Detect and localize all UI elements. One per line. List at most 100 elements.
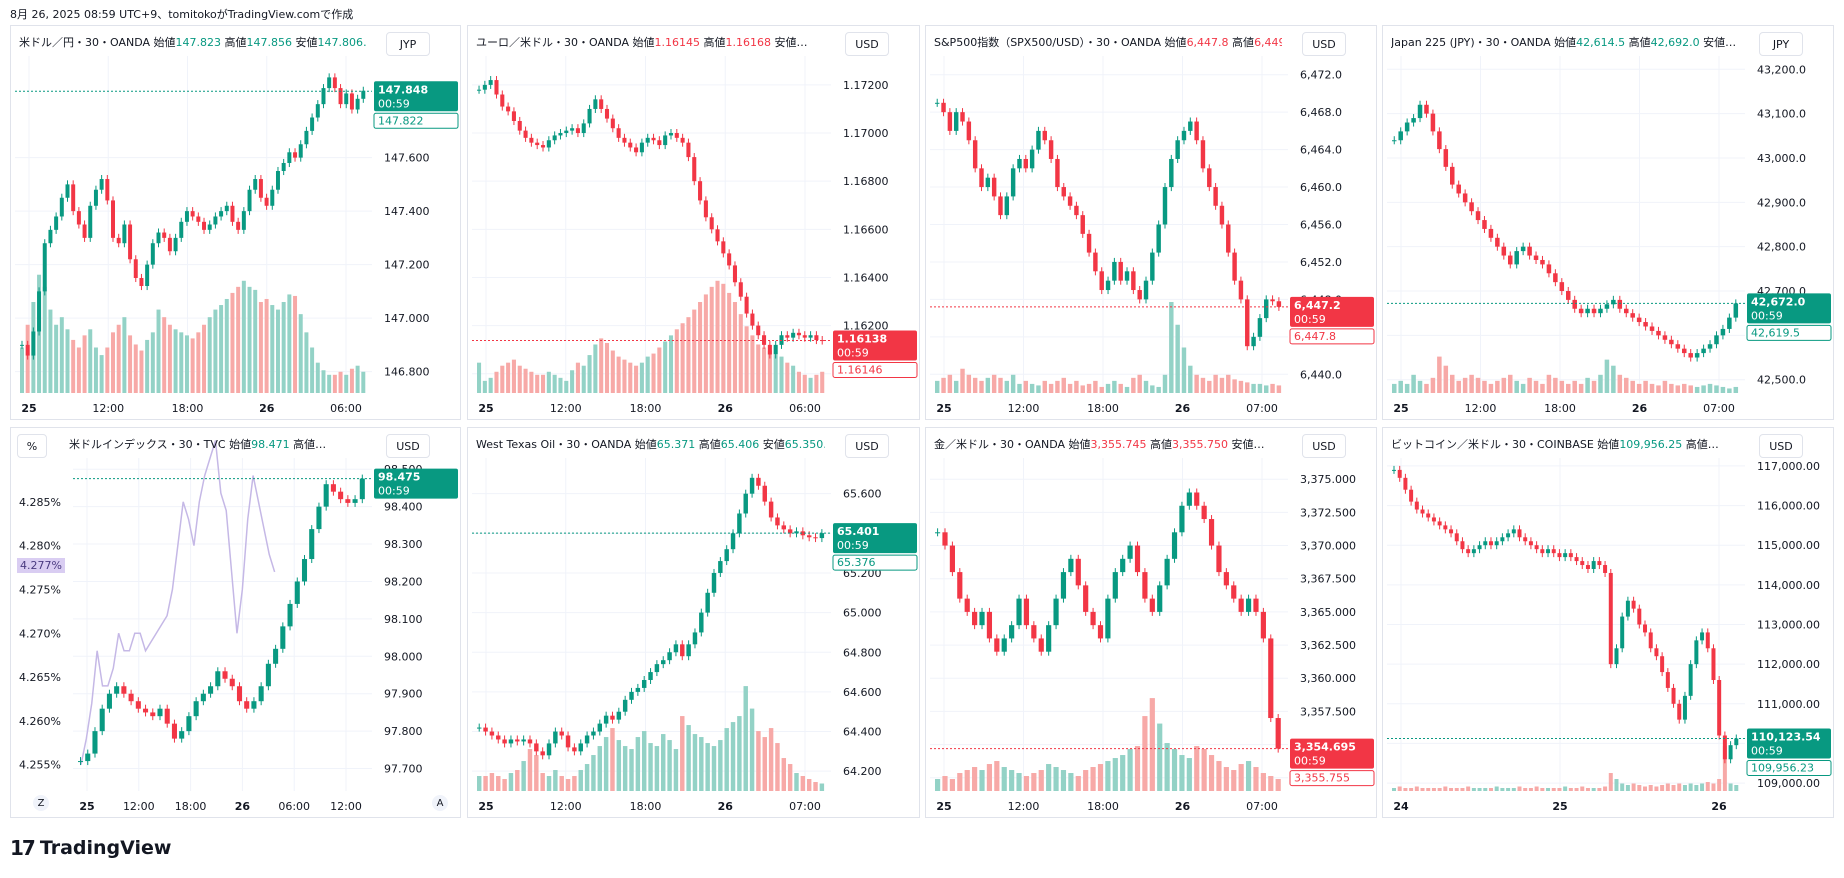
x-tick-label: 06:00 [330, 402, 362, 415]
legend-part: 安値… [1699, 36, 1737, 49]
left-tick-label: 4.260% [19, 715, 61, 728]
candle-body [1700, 632, 1705, 641]
volume-bar [941, 377, 946, 393]
candle-body [1112, 572, 1118, 599]
volume-bar [310, 347, 315, 393]
currency-button[interactable]: USD [845, 32, 889, 56]
legend-part: 109,956.25 [1619, 438, 1683, 451]
zoom-toggle[interactable]: Z [33, 795, 49, 811]
candle-body [718, 561, 723, 573]
price-badge-countdown: 00:59 [1751, 309, 1783, 322]
candle-body [1124, 271, 1130, 281]
volume-bar [1055, 380, 1060, 393]
candle-body [145, 264, 150, 287]
volume-bar [281, 302, 286, 393]
candle-body [230, 205, 235, 222]
chart-canvas[interactable]: 3,375.000 3,372.500 3,370.000 3,367.500 3,36… [926, 428, 1377, 818]
chart-canvas[interactable]: 98.50098.40098.30098.20098.10098.00097.9… [11, 428, 461, 818]
symbol-legend[interactable]: ビットコイン／米ドル・30・COINBASE 始値109,956.25 高値… [1391, 438, 1739, 452]
chart-panel[interactable]: 6,472.0 6,468.0 6,464.0 6,460.0 6,456.0 6,452… [925, 25, 1377, 420]
candle-body [1142, 572, 1148, 599]
volume-bar [1238, 764, 1244, 791]
symbol-legend[interactable]: West Texas Oil・30・OANDA 始値65.371 高値65.40… [476, 438, 825, 452]
symbol-legend[interactable]: ユーロ／米ドル・30・OANDA 始値1.16145 高値1.16168 安値… [476, 36, 825, 50]
candle-body [309, 529, 315, 560]
volume-bar [1162, 374, 1168, 393]
volume-bar [1016, 773, 1022, 791]
currency-button[interactable]: USD [845, 434, 889, 458]
candle-body [506, 106, 511, 112]
candle-body [1648, 632, 1653, 649]
x-tick-label: 06:00 [278, 800, 310, 813]
candle-body [1253, 598, 1259, 612]
y-tick-label: 6,440.0 [1300, 368, 1342, 381]
volume-bar [241, 280, 246, 393]
candle-body [540, 145, 546, 148]
candle-body [535, 142, 540, 146]
volume-bar [1694, 386, 1700, 393]
currency-button[interactable]: USD [386, 434, 430, 458]
volume-bar [111, 332, 115, 393]
y-tick-label: 64.800 [843, 646, 882, 659]
volume-bar [699, 737, 704, 791]
chart-canvas[interactable]: 1.17200 1.17000 1.16800 1.16600 1.16400 1.162… [468, 26, 920, 420]
chart-canvas[interactable]: 43,200.0 43,100.0 43,000.0 42,900.0 42,800.0… [1383, 26, 1834, 420]
volume-bar [773, 355, 778, 393]
currency-button[interactable]: USD [1759, 434, 1803, 458]
y-tick-label: 111,000.00 [1757, 698, 1820, 711]
volume-bar [800, 776, 806, 791]
chart-panel[interactable]: 65.60065.40065.20065.00064.80064.60064.4… [467, 427, 920, 818]
candle-body [578, 743, 583, 752]
currency-button[interactable]: USD [1302, 434, 1346, 458]
volume-bar [1075, 776, 1081, 791]
currency-button[interactable]: USD [1302, 32, 1346, 56]
volume-bar [1061, 377, 1066, 393]
volume-bar [570, 370, 575, 393]
candle-body [128, 693, 134, 702]
volume-bar [559, 776, 564, 791]
currency-button[interactable]: JPY [1759, 32, 1803, 56]
candle-body [1016, 598, 1022, 626]
chart-panel[interactable]: 43,200.0 43,100.0 43,000.0 42,900.0 42,800.0… [1382, 25, 1834, 420]
candle-body [1397, 469, 1402, 478]
symbol-legend[interactable]: S&P500指数（SPX500/USD）・30・OANDA 始値6,447.8 … [934, 36, 1282, 50]
left-unit-button[interactable]: % [17, 434, 47, 458]
volume-bar [1099, 386, 1104, 393]
symbol-legend[interactable]: 米ドル／円・30・OANDA 始値147.823 高値147.856 安値147… [19, 36, 366, 50]
volume-bar [1426, 788, 1431, 791]
candle-body [972, 611, 978, 626]
volume-bar [213, 309, 218, 393]
symbol-legend[interactable]: 米ドルインデックス・30・TVC 始値98.471 高値… [69, 438, 358, 452]
volume-bar [1682, 383, 1687, 393]
volume-bar [230, 292, 235, 393]
chart-panel[interactable]: 117,000.00 116,000.00 115,000.00 114,000.00… [1382, 427, 1834, 818]
candle-body [1001, 638, 1007, 652]
volume-bar [663, 341, 668, 393]
secondary-badge-value: 3,355.755 [1294, 772, 1350, 785]
price-badge [1747, 728, 1831, 759]
symbol-legend[interactable]: 金／米ドル・30・OANDA 始値3,355.745 高値3,355.750 安… [934, 438, 1282, 452]
chart-panel[interactable]: 3,375.000 3,372.500 3,370.000 3,367.500 3,36… [925, 427, 1377, 818]
currency-button[interactable]: JYP [386, 32, 430, 56]
chart-panel[interactable]: 147.600 147.400 147.200 147.000 146.800 25 12:… [10, 25, 461, 420]
chart-canvas[interactable]: 6,472.0 6,468.0 6,464.0 6,460.0 6,456.0 6,452… [926, 26, 1377, 420]
volume-bar [744, 326, 749, 393]
symbol-legend[interactable]: Japan 225 (JPY)・30・OANDA 始値42,614.5 高値42… [1391, 36, 1739, 50]
chart-panel[interactable]: 98.50098.40098.30098.20098.10098.00097.9… [10, 427, 461, 818]
chart-panel[interactable]: 1.17200 1.17000 1.16800 1.16600 1.16400 1.162… [467, 25, 920, 420]
chart-canvas[interactable]: 117,000.00 116,000.00 115,000.00 114,000.00… [1383, 428, 1834, 818]
volume-bar [1462, 377, 1468, 393]
candle-body [814, 335, 819, 341]
auto-scale-toggle[interactable]: A [432, 795, 448, 811]
volume-bar [1557, 788, 1562, 791]
price-badge-countdown: 00:59 [1294, 313, 1326, 326]
volume-bar [953, 380, 959, 393]
candle-body [1162, 187, 1168, 225]
chart-canvas[interactable]: 147.600 147.400 147.200 147.000 146.800 25 12:… [11, 26, 461, 420]
candle-body [1462, 193, 1468, 203]
volume-bar [1649, 383, 1655, 393]
chart-canvas[interactable]: 65.60065.40065.20065.00064.80064.60064.4… [468, 428, 920, 818]
volume-bar [820, 371, 825, 393]
volume-bar [258, 302, 263, 393]
volume-bar [1060, 770, 1067, 791]
